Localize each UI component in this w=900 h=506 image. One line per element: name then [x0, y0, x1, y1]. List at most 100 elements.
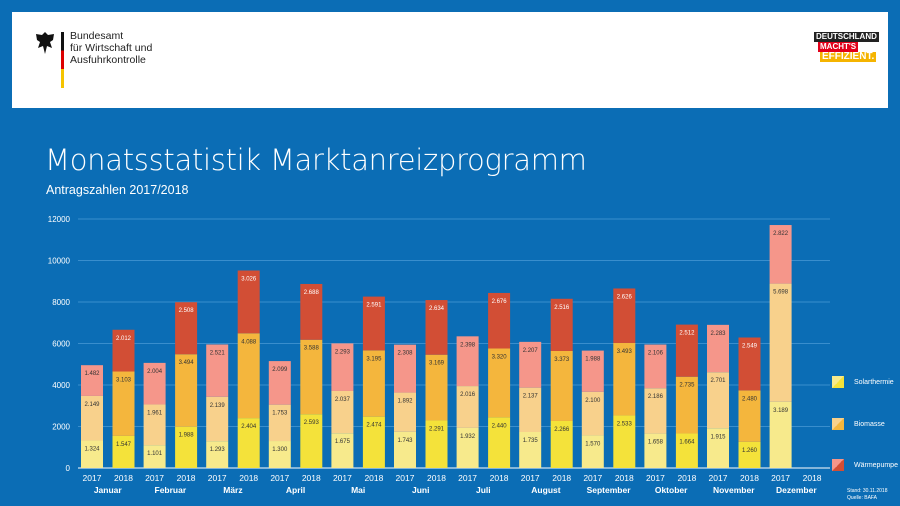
y-tick-label: 6000 [52, 340, 70, 349]
year-tick-label: 2017 [521, 473, 540, 483]
data-label: 3.373 [554, 357, 570, 363]
bar-segment-biomasse [81, 395, 103, 441]
bar-segment-biomasse [143, 404, 166, 446]
data-label: 1.300 [272, 447, 288, 453]
year-tick-label: 2018 [177, 473, 196, 483]
bar-segment-solarthermie [331, 433, 354, 468]
month-label: Juni [412, 485, 429, 495]
logo-line: MACHT'S [818, 42, 859, 52]
month-label: Dezember [776, 485, 817, 495]
bar-segment-biomasse [300, 339, 323, 415]
bar-segment-wärmepumpe [707, 324, 729, 373]
data-label: 2.100 [585, 398, 601, 404]
year-tick-label: 2017 [333, 473, 352, 483]
bar-segment-solarthermie [237, 418, 260, 468]
year-tick-label: 2017 [458, 473, 477, 483]
bar-segment-biomasse [613, 342, 636, 416]
bar-segment-wärmepumpe [300, 283, 323, 340]
data-label: 2.266 [554, 427, 570, 433]
bar-segment-biomasse [519, 387, 542, 432]
data-label: 2.593 [304, 420, 320, 426]
logo-line: DEUTSCHLAND [814, 32, 879, 42]
data-label: 2.508 [179, 308, 195, 314]
bar-segment-solarthermie [519, 431, 542, 468]
data-label: 3.493 [617, 349, 633, 355]
logo-line: EFFIZIENT. [820, 51, 877, 62]
month-label: April [286, 485, 305, 495]
bar-segment-solarthermie [675, 433, 698, 468]
year-tick-label: 2017 [83, 473, 102, 483]
bar-segment-solarthermie [707, 428, 729, 468]
legend-solarthermie: Solarthermie [832, 376, 894, 388]
bar-segment-biomasse [707, 372, 729, 429]
source-note: Stand: 30.11.2018 Quelle: BAFA [847, 488, 888, 502]
legend-label: Solarthermie [854, 378, 894, 386]
bar-segment-biomasse [206, 396, 229, 442]
bar-segment-wärmepumpe [738, 337, 761, 391]
bar-segment-solarthermie [112, 435, 135, 468]
legend-label: Wärmepumpe [854, 461, 898, 469]
year-tick-label: 2017 [396, 473, 415, 483]
bar-segment-wärmepumpe [81, 365, 103, 396]
bar-segment-wärmepumpe [362, 296, 385, 351]
legend-swatch [832, 459, 844, 471]
data-label: 1.743 [397, 438, 413, 444]
data-label: 2.037 [335, 397, 351, 403]
bar-segment-wärmepumpe [237, 270, 260, 334]
page-subtitle: Antragszahlen 2017/2018 [46, 183, 189, 197]
data-label: 1.988 [179, 433, 195, 439]
bar-segment-wärmepumpe [425, 300, 448, 355]
data-label: 2.004 [147, 369, 163, 375]
bar-segment-biomasse [112, 371, 135, 436]
data-label: 2.099 [272, 367, 288, 373]
data-label: 3.588 [304, 346, 320, 352]
data-label: 2.701 [710, 378, 726, 384]
data-label: 3.169 [429, 361, 445, 367]
bar-segment-biomasse [675, 376, 698, 434]
year-tick-label: 2017 [709, 473, 728, 483]
year-tick-label: 2018 [740, 473, 759, 483]
data-label: 2.822 [773, 231, 789, 237]
flag-bar [61, 32, 64, 88]
bar-segment-biomasse [237, 333, 260, 419]
data-label: 1.260 [742, 448, 758, 454]
bar-segment-wärmepumpe [519, 341, 542, 388]
data-label: 2.440 [492, 423, 508, 429]
data-label: 2.634 [429, 306, 445, 312]
month-label: Juli [476, 485, 491, 495]
data-label: 1.932 [460, 434, 476, 440]
year-tick-label: 2018 [490, 473, 509, 483]
bar-segment-biomasse [394, 392, 416, 432]
bar-segment-biomasse [175, 354, 198, 427]
bar-segment-biomasse [331, 390, 354, 434]
bar-segment-solarthermie [769, 401, 792, 468]
header-banner: Bundesamt für Wirtschaft und Ausfuhrkont… [12, 12, 888, 108]
data-label: 1.547 [116, 442, 132, 448]
bar-segment-solarthermie [550, 420, 573, 468]
data-label: 2.291 [429, 426, 445, 432]
agency-line: für Wirtschaft und [70, 42, 153, 54]
bar-segment-biomasse [644, 388, 667, 434]
data-label: 3.103 [116, 378, 132, 384]
year-tick-label: 2018 [427, 473, 446, 483]
bar-segment-solarthermie [143, 445, 166, 468]
page-title: Monatsstatistik Marktanreizprogramm [45, 143, 587, 177]
data-label: 1.324 [84, 447, 100, 453]
data-label: 5.698 [773, 290, 789, 296]
data-label: 2.016 [460, 392, 476, 398]
source: Quelle: BAFA [847, 495, 878, 501]
bar-segment-wärmepumpe [550, 298, 573, 351]
y-tick-label: 8000 [52, 298, 70, 307]
year-tick-label: 2017 [583, 473, 602, 483]
stand-date: Stand: 30.11.2018 [847, 488, 888, 494]
legend-swatch [832, 376, 844, 388]
data-label: 2.139 [210, 403, 226, 409]
bar-segment-biomasse [362, 350, 385, 417]
bar-segment-solarthermie [268, 441, 291, 468]
bar-segment-solarthermie [581, 435, 604, 468]
year-tick-label: 2018 [239, 473, 258, 483]
bar-segment-solarthermie [175, 426, 198, 468]
data-label: 3.189 [773, 408, 789, 414]
month-label: Mai [351, 485, 365, 495]
year-tick-label: 2017 [270, 473, 289, 483]
